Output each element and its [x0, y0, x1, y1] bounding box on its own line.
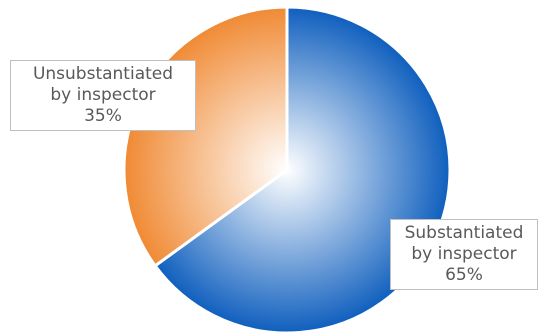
label-line-1: Substantiated [404, 223, 524, 243]
label-line-2: by inspector [411, 244, 517, 264]
data-label-unsubstantiated: Unsubstantiated by inspector 35% [10, 60, 196, 131]
label-value: 65% [445, 265, 483, 285]
label-line-1: Unsubstantiated [32, 64, 174, 84]
label-value: 35% [84, 106, 122, 126]
data-label-substantiated: Substantiated by inspector 65% [390, 219, 538, 290]
label-line-2: by inspector [50, 85, 156, 105]
